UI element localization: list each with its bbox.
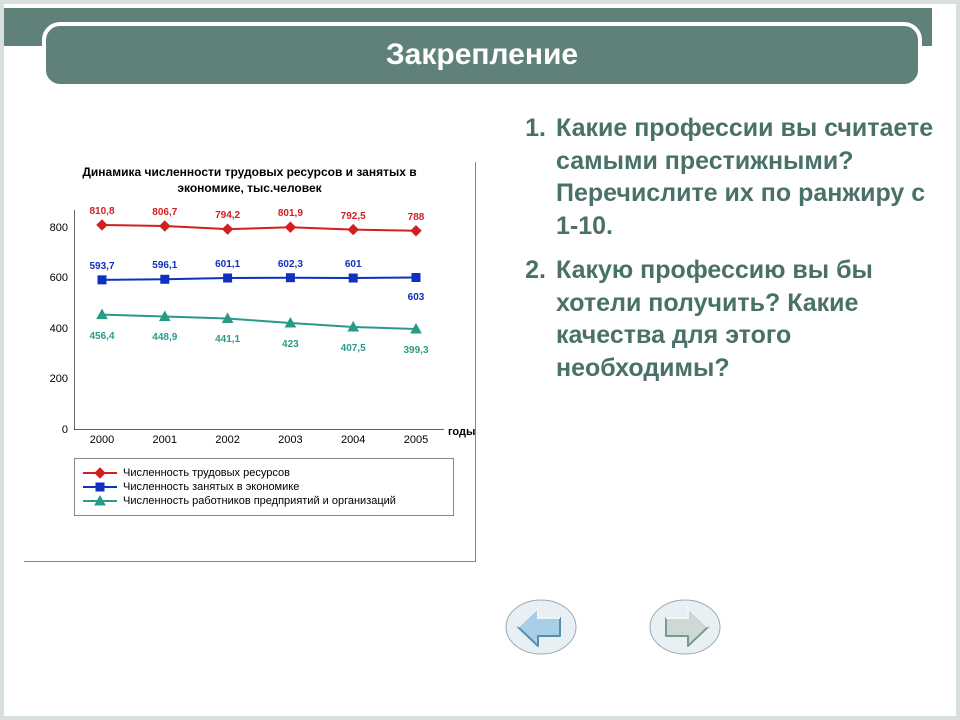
legend-item: Численность работников предприятий и орг… (83, 495, 445, 507)
y-tick-label: 200 (50, 373, 68, 385)
x-tick-label: 2000 (90, 434, 114, 446)
question-item: 1.Какие профессии вы считаете самыми пре… (504, 112, 934, 242)
legend-item: Численность трудовых ресурсов (83, 467, 445, 479)
slide-frame: Закрепление Динамика численности трудовы… (0, 0, 960, 720)
question-text: Какие профессии вы считаете самыми прест… (556, 112, 934, 242)
chart-title: Динамика численности трудовых ресурсов и… (24, 162, 475, 204)
chart-panel: Динамика численности трудовых ресурсов и… (24, 162, 476, 562)
legend-label: Численность трудовых ресурсов (123, 467, 290, 479)
x-tick-label: 2001 (153, 434, 177, 446)
y-tick-label: 400 (50, 323, 68, 335)
forward-button[interactable] (648, 598, 722, 656)
question-text: Какую профессию вы бы хотели получить? К… (556, 254, 934, 384)
y-tick-label: 800 (50, 222, 68, 234)
question-number: 1. (504, 112, 556, 242)
nav-buttons (504, 598, 722, 656)
chart-xlabel: годы (448, 426, 475, 438)
question-number: 2. (504, 254, 556, 384)
legend-label: Численность занятых в экономике (123, 481, 299, 493)
y-tick-label: 0 (62, 424, 68, 436)
back-button[interactable] (504, 598, 578, 656)
chart-plot: 0200400600800200020012002200320042005810… (74, 210, 444, 430)
questions-list: 1.Какие профессии вы считаете самыми пре… (504, 112, 934, 384)
legend-item: Численность занятых в экономике (83, 481, 445, 493)
content: Динамика численности трудовых ресурсов и… (4, 104, 956, 716)
chart-legend: Численность трудовых ресурсов Численность… (74, 458, 454, 516)
question-item: 2.Какую профессию вы бы хотели получить?… (504, 254, 934, 384)
x-tick-label: 2003 (278, 434, 302, 446)
x-tick-label: 2004 (341, 434, 365, 446)
legend-label: Численность работников предприятий и орг… (123, 495, 396, 507)
x-tick-label: 2005 (404, 434, 428, 446)
questions-panel: 1.Какие профессии вы считаете самыми пре… (504, 112, 934, 396)
slide-title: Закрепление (386, 38, 578, 72)
x-tick-label: 2002 (215, 434, 239, 446)
y-tick-label: 600 (50, 272, 68, 284)
title-tab: Закрепление (42, 22, 922, 88)
